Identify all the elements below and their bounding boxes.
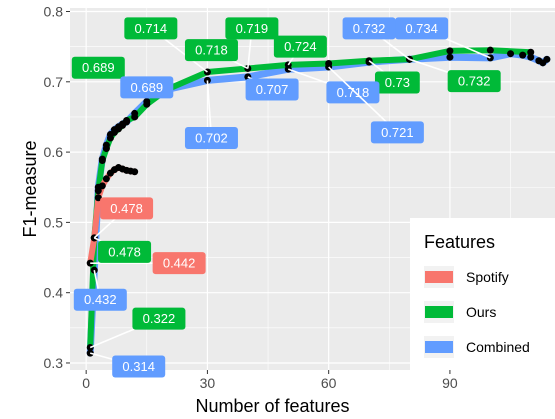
value-label-box bbox=[395, 17, 449, 40]
y-tick-label: 0.3 bbox=[44, 355, 64, 371]
value-label-box bbox=[184, 127, 238, 150]
data-point-combined bbox=[94, 183, 102, 191]
legend-label-combined: Combined bbox=[466, 339, 530, 355]
y-tick-label: 0.8 bbox=[44, 4, 64, 20]
value-label: 0.442 bbox=[163, 256, 196, 271]
value-label-box bbox=[132, 307, 186, 330]
data-point-combined bbox=[543, 55, 551, 63]
value-label: 0.721 bbox=[381, 125, 414, 140]
value-label-box bbox=[326, 81, 380, 104]
value-label-box bbox=[447, 70, 501, 93]
data-point-combined bbox=[98, 155, 106, 163]
value-label-box bbox=[374, 71, 420, 94]
data-point-ours bbox=[446, 47, 454, 55]
value-label: 0.724 bbox=[284, 39, 317, 54]
value-labels: 0.478 0.442 0.478 0.322 0.689 0.714 0.718 0.719… bbox=[71, 17, 501, 378]
y-tick-label: 0.5 bbox=[44, 214, 64, 230]
value-label-box bbox=[184, 39, 238, 62]
data-point-ours bbox=[527, 48, 535, 56]
data-point-combined bbox=[131, 109, 139, 117]
value-label: 0.732 bbox=[458, 74, 491, 89]
value-label: 0.689 bbox=[131, 80, 164, 95]
value-label-box bbox=[120, 76, 174, 99]
data-point-combined bbox=[519, 51, 527, 59]
value-label: 0.314 bbox=[122, 359, 155, 374]
x-tick-label: 0 bbox=[82, 375, 90, 391]
axis-ticks: 0 30 60 90 0.3 0.4 0.5 0.6 0.7 0.8 bbox=[44, 4, 458, 391]
legend-label-ours: Ours bbox=[466, 304, 496, 320]
value-label-box bbox=[273, 35, 327, 58]
value-label: 0.714 bbox=[135, 21, 168, 36]
legend-key-spotify bbox=[425, 271, 453, 283]
value-label: 0.73 bbox=[385, 75, 410, 90]
value-label: 0.689 bbox=[82, 60, 115, 75]
value-label-box bbox=[98, 240, 152, 263]
value-label-box bbox=[245, 78, 299, 101]
legend-key-combined bbox=[425, 341, 453, 353]
x-axis-title: Number of features bbox=[195, 396, 349, 416]
data-point-spotify bbox=[102, 175, 110, 183]
data-point-spotify bbox=[94, 194, 102, 202]
value-label-box bbox=[124, 17, 178, 40]
value-label-box bbox=[370, 121, 424, 144]
value-label-box bbox=[152, 252, 206, 275]
data-point-spotify bbox=[131, 168, 139, 176]
data-point-combined bbox=[507, 50, 515, 58]
value-label-box bbox=[112, 355, 166, 378]
data-point-combined bbox=[123, 118, 131, 126]
data-point-combined bbox=[365, 58, 373, 66]
legend: Features Spotify Ours Combined bbox=[410, 218, 555, 370]
y-tick-label: 0.7 bbox=[44, 74, 64, 90]
value-label: 0.432 bbox=[84, 292, 117, 307]
data-point-combined bbox=[143, 97, 151, 105]
value-label: 0.734 bbox=[405, 21, 438, 36]
y-tick-label: 0.6 bbox=[44, 144, 64, 160]
legend-label-spotify: Spotify bbox=[466, 269, 509, 285]
x-tick-label: 60 bbox=[321, 375, 337, 391]
value-label: 0.718 bbox=[195, 43, 228, 58]
value-label-box bbox=[225, 17, 279, 40]
value-label: 0.719 bbox=[236, 21, 269, 36]
data-point-ours bbox=[486, 46, 494, 54]
value-label: 0.718 bbox=[337, 85, 370, 100]
value-label: 0.702 bbox=[195, 131, 228, 146]
legend-key-ours bbox=[425, 306, 453, 318]
value-label: 0.322 bbox=[143, 311, 176, 326]
data-point-combined bbox=[102, 141, 110, 149]
value-label-box bbox=[71, 56, 125, 79]
data-point-combined bbox=[527, 53, 535, 61]
value-label: 0.707 bbox=[256, 82, 289, 97]
x-tick-label: 90 bbox=[442, 375, 458, 391]
data-point-combined bbox=[446, 53, 454, 61]
value-label: 0.732 bbox=[353, 21, 386, 36]
value-label-box bbox=[100, 197, 154, 220]
y-axis-title: F1-measure bbox=[20, 140, 40, 237]
x-tick-label: 30 bbox=[200, 375, 216, 391]
series-line-ours bbox=[87, 47, 534, 351]
y-tick-label: 0.4 bbox=[44, 285, 64, 301]
data-point-combined bbox=[106, 131, 114, 139]
value-label-box bbox=[342, 17, 396, 40]
value-label: 0.478 bbox=[110, 201, 143, 216]
value-label: 0.478 bbox=[108, 244, 141, 259]
value-label-box bbox=[73, 288, 127, 311]
legend-title: Features bbox=[424, 232, 495, 252]
